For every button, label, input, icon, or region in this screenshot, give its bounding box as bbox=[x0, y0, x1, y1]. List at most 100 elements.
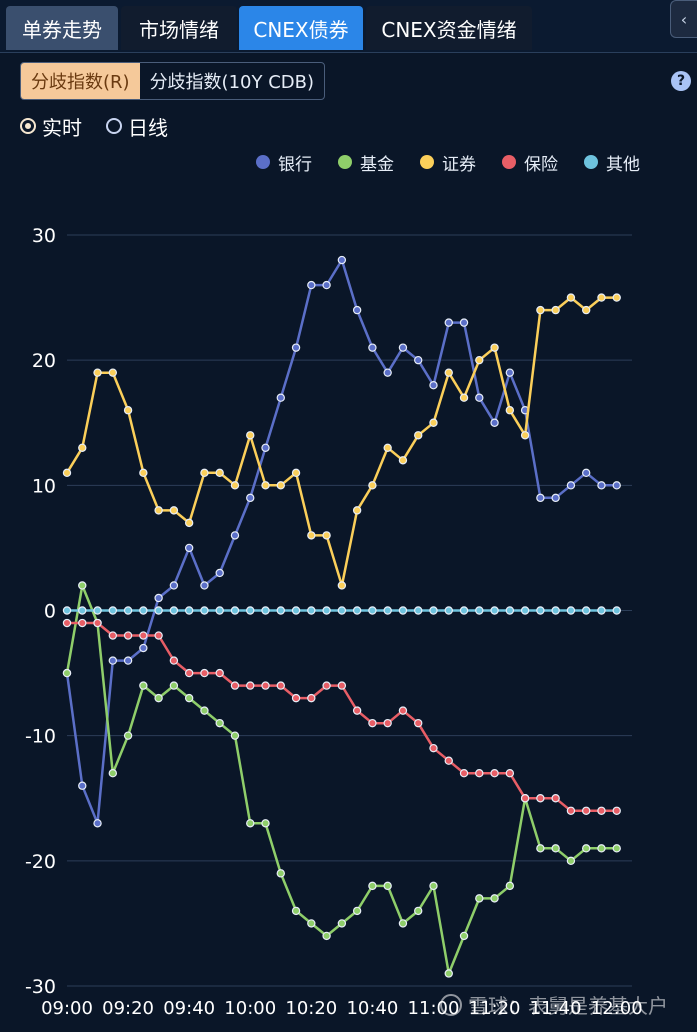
data-point-0 bbox=[215, 568, 224, 578]
data-point-3 bbox=[505, 769, 515, 778]
data-point-2 bbox=[505, 406, 515, 415]
series-line-1 bbox=[65, 584, 617, 975]
tab-market-sentiment[interactable]: 市场情绪 bbox=[121, 6, 237, 50]
data-point-1 bbox=[337, 919, 347, 928]
x-tick-label: 11:40 bbox=[530, 998, 582, 1019]
data-point-2 bbox=[200, 468, 209, 478]
data-point-2 bbox=[307, 531, 316, 540]
tab-cnex-bonds[interactable]: CNEX债券 bbox=[239, 6, 363, 50]
data-point-2 bbox=[215, 468, 224, 478]
legend-item-bank[interactable]: 银行 bbox=[256, 150, 312, 175]
data-point-4 bbox=[520, 606, 530, 615]
data-point-4 bbox=[322, 606, 331, 615]
tab-single-bond-trend[interactable]: 单券走势 bbox=[6, 6, 118, 50]
data-point-3 bbox=[322, 681, 331, 690]
collapse-button[interactable]: ‹ bbox=[670, 0, 697, 38]
data-point-2 bbox=[246, 431, 255, 440]
data-point-4 bbox=[230, 606, 240, 615]
data-point-4 bbox=[337, 606, 347, 615]
data-point-3 bbox=[459, 769, 469, 778]
data-point-3 bbox=[581, 806, 591, 815]
legend-label-bank: 银行 bbox=[278, 154, 312, 175]
data-point-1 bbox=[398, 919, 408, 928]
data-point-1 bbox=[368, 881, 377, 891]
x-tick-label: 10:20 bbox=[285, 998, 337, 1019]
watermark-text: 雪球：表舅是养基大户 bbox=[468, 994, 668, 1018]
chevron-left-icon: ‹ bbox=[680, 9, 688, 29]
data-point-3 bbox=[536, 794, 545, 803]
data-point-2 bbox=[566, 293, 576, 302]
data-point-0 bbox=[444, 318, 453, 327]
data-point-3 bbox=[307, 693, 316, 703]
radio-realtime[interactable]: 实时 bbox=[20, 112, 82, 141]
data-point-1 bbox=[291, 906, 301, 916]
data-point-3 bbox=[383, 718, 392, 728]
data-point-4 bbox=[169, 606, 179, 615]
x-tick-label: 10:00 bbox=[224, 998, 276, 1019]
index-subtabs: 分歧指数(R) 分歧指数(10Y CDB) bbox=[20, 62, 326, 100]
data-point-3 bbox=[566, 806, 576, 815]
y-tick-label: -20 bbox=[25, 851, 56, 873]
subtab-divergence-index-10y-cdb[interactable]: 分歧指数(10Y CDB) bbox=[149, 72, 315, 93]
data-point-4 bbox=[490, 606, 499, 615]
data-point-2 bbox=[123, 406, 133, 415]
data-point-1 bbox=[276, 869, 285, 878]
data-point-3 bbox=[169, 656, 179, 665]
data-point-2 bbox=[398, 456, 408, 465]
data-point-1 bbox=[551, 844, 560, 853]
data-point-1 bbox=[322, 931, 331, 941]
legend-label-fund: 基金 bbox=[360, 154, 394, 175]
legend-item-securities[interactable]: 证券 bbox=[420, 150, 476, 175]
data-point-1 bbox=[383, 881, 392, 891]
data-point-3 bbox=[490, 769, 499, 778]
legend-dot-securities bbox=[420, 155, 434, 169]
data-point-3 bbox=[123, 631, 133, 640]
data-point-1 bbox=[429, 881, 438, 891]
data-point-1 bbox=[307, 919, 316, 928]
data-point-3 bbox=[215, 668, 224, 678]
tab-cnex-funding-sentiment[interactable]: CNEX资金情绪 bbox=[366, 6, 532, 50]
data-point-3 bbox=[93, 618, 102, 628]
data-point-4 bbox=[368, 606, 377, 615]
data-point-1 bbox=[230, 731, 240, 740]
data-point-0 bbox=[78, 781, 87, 790]
data-point-1 bbox=[612, 844, 621, 853]
x-tick-label: 11:20 bbox=[469, 998, 521, 1019]
legend-item-other[interactable]: 其他 bbox=[584, 150, 640, 175]
radio-daily[interactable]: 日线 bbox=[106, 112, 168, 141]
subtab-divergence-index-r[interactable]: 分歧指数(R) bbox=[21, 63, 140, 99]
data-point-3 bbox=[78, 618, 87, 628]
data-point-1 bbox=[246, 819, 255, 828]
data-point-0 bbox=[246, 493, 255, 503]
data-point-3 bbox=[597, 806, 606, 815]
help-icon[interactable]: ? bbox=[671, 71, 691, 91]
data-point-2 bbox=[184, 518, 194, 528]
data-point-1 bbox=[78, 581, 87, 590]
data-point-1 bbox=[536, 844, 545, 853]
data-point-1 bbox=[459, 931, 469, 941]
radio-selected-icon bbox=[20, 118, 36, 134]
data-point-0 bbox=[414, 355, 423, 365]
legend-item-fund[interactable]: 基金 bbox=[338, 150, 394, 175]
data-point-4 bbox=[154, 606, 163, 615]
data-point-0 bbox=[536, 493, 545, 503]
top-tab-bar: 单券走势 市场情绪 CNEX债券 CNEX资金情绪 bbox=[0, 0, 697, 53]
data-point-3 bbox=[184, 668, 194, 678]
data-point-3 bbox=[246, 681, 255, 690]
data-point-3 bbox=[230, 681, 240, 690]
data-point-4 bbox=[93, 606, 102, 615]
data-point-4 bbox=[108, 606, 118, 615]
data-point-0 bbox=[291, 343, 301, 352]
data-point-2 bbox=[520, 431, 530, 440]
data-point-1 bbox=[444, 969, 453, 978]
data-point-2 bbox=[444, 368, 453, 377]
series-line-0 bbox=[65, 258, 617, 825]
data-point-2 bbox=[337, 581, 347, 590]
data-point-0 bbox=[490, 418, 499, 427]
data-point-3 bbox=[352, 706, 362, 715]
data-point-0 bbox=[368, 343, 377, 352]
data-point-0 bbox=[459, 318, 469, 327]
data-point-3 bbox=[154, 631, 163, 640]
period-radio-group: 实时 日线 bbox=[20, 112, 168, 140]
legend-item-insurance[interactable]: 保险 bbox=[502, 150, 558, 175]
